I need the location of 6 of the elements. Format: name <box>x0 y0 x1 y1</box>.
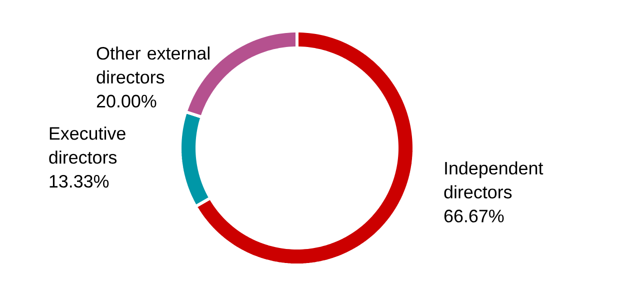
data-label: 66.67% <box>444 210 504 222</box>
slice-label: Independent directors <box>444 161 544 198</box>
slice-label: Executive directors <box>49 126 126 164</box>
slice-label: Other external directors <box>96 46 210 84</box>
data-label: 13.33% <box>50 174 109 188</box>
data-label: 20.00% <box>96 94 156 108</box>
